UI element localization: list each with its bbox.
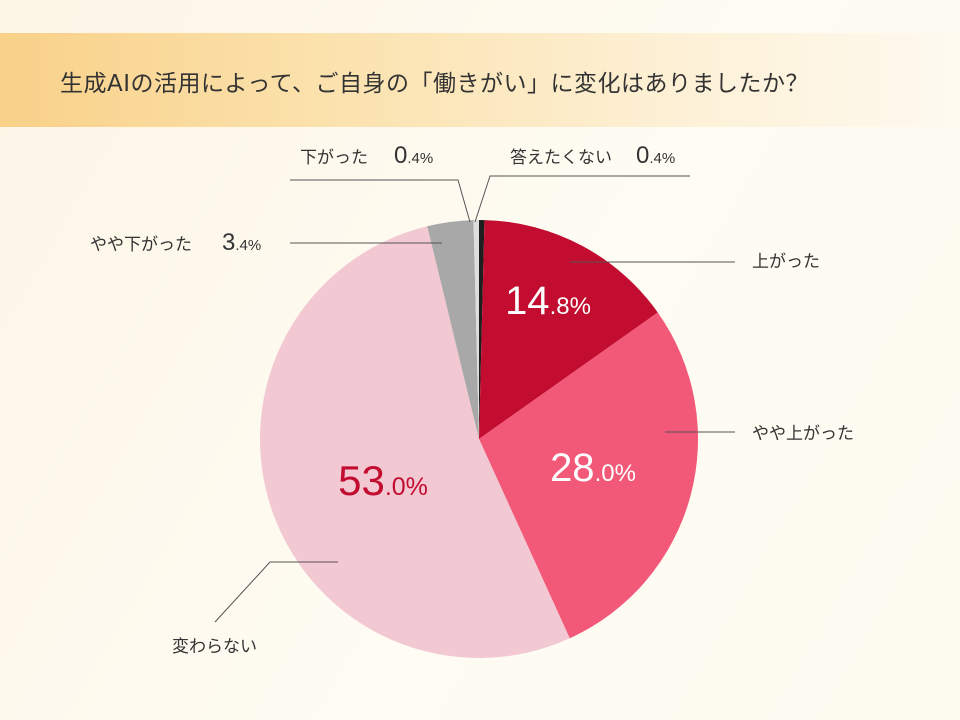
- title-band: [0, 33, 960, 127]
- value-label-2: 28.0%: [550, 446, 636, 490]
- pie-slice-4: [427, 220, 479, 439]
- slice-label-0: 答えたくない: [510, 148, 612, 168]
- value-label-1: 14.8%: [505, 279, 591, 323]
- slice-label-5: 下がった: [300, 148, 368, 168]
- leader-line-0: [474, 175, 690, 223]
- value-label-0: 0.4%: [636, 142, 675, 169]
- leader-line-5: [290, 179, 471, 223]
- slice-label-3: 変わらない: [172, 637, 257, 657]
- pie-slice-1: [479, 220, 658, 439]
- pie-slice-3: [259, 226, 570, 658]
- value-label-3: 53.0%: [338, 457, 428, 504]
- slice-label-2: やや上がった: [752, 424, 854, 444]
- chart-title: 生成AIの活用によって、ご自身の「働きがい」に変化はありましたか？: [60, 71, 810, 97]
- value-label-5: 0.4%: [394, 142, 433, 169]
- value-label-4: 3.4%: [222, 229, 261, 256]
- pie-slice-5: [473, 220, 479, 439]
- slice-label-1: 上がった: [752, 252, 820, 272]
- pie-slice-0: [479, 220, 485, 439]
- pie-slice-2: [479, 312, 699, 639]
- slice-label-4: やや下がった: [90, 235, 192, 255]
- leader-line-3: [214, 561, 338, 623]
